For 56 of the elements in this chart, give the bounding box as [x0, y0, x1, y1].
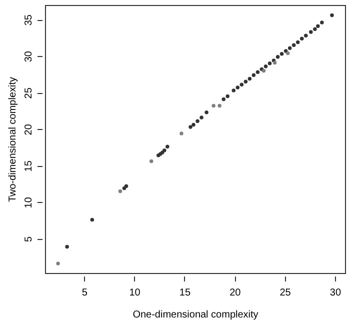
point — [204, 110, 208, 114]
y-tick-label: 10 — [24, 196, 34, 208]
point — [280, 52, 284, 56]
point — [268, 62, 272, 66]
point — [196, 119, 200, 123]
point — [192, 122, 196, 127]
point — [65, 244, 69, 249]
point — [236, 86, 240, 90]
point — [276, 54, 280, 59]
x-tick-label: 30 — [330, 288, 342, 298]
y-tick-label: 5 — [24, 236, 34, 242]
point — [248, 76, 252, 81]
point — [188, 125, 192, 129]
point — [316, 24, 320, 28]
x-tick-label: 5 — [82, 288, 88, 298]
y-tick-label: 25 — [24, 87, 34, 99]
point — [218, 104, 222, 108]
point — [288, 46, 292, 50]
point — [226, 94, 230, 98]
point — [292, 43, 296, 48]
x-axis-title: One-dimensional complexity — [132, 310, 258, 320]
point — [180, 132, 184, 136]
point — [149, 159, 154, 164]
y-tick-label: 30 — [24, 50, 34, 62]
point — [90, 218, 94, 222]
point — [244, 80, 248, 84]
point — [162, 148, 166, 152]
point — [300, 36, 304, 40]
point — [118, 189, 122, 194]
y-tick-label: 15 — [24, 160, 34, 172]
point — [272, 60, 277, 65]
point — [313, 27, 317, 31]
point — [222, 97, 226, 102]
point — [166, 144, 170, 149]
point — [212, 104, 216, 108]
point — [330, 13, 334, 18]
y-tick-label: 35 — [24, 14, 34, 26]
x-tick-label: 20 — [230, 288, 242, 298]
point — [56, 262, 60, 266]
point — [264, 64, 268, 68]
point — [320, 20, 324, 24]
x-tick-label: 25 — [280, 288, 292, 298]
y-tick-label: 20 — [24, 124, 34, 136]
point — [232, 88, 236, 92]
point — [256, 70, 260, 74]
point — [200, 116, 204, 120]
point — [252, 73, 256, 77]
y-axis-title: Two-dimensional complexity — [8, 76, 18, 202]
x-tick-label: 15 — [179, 288, 191, 298]
point — [304, 34, 308, 38]
point — [124, 184, 128, 188]
point — [296, 40, 300, 44]
point — [309, 30, 313, 34]
point — [240, 82, 244, 86]
point — [286, 51, 290, 56]
x-tick-label: 10 — [129, 288, 141, 298]
